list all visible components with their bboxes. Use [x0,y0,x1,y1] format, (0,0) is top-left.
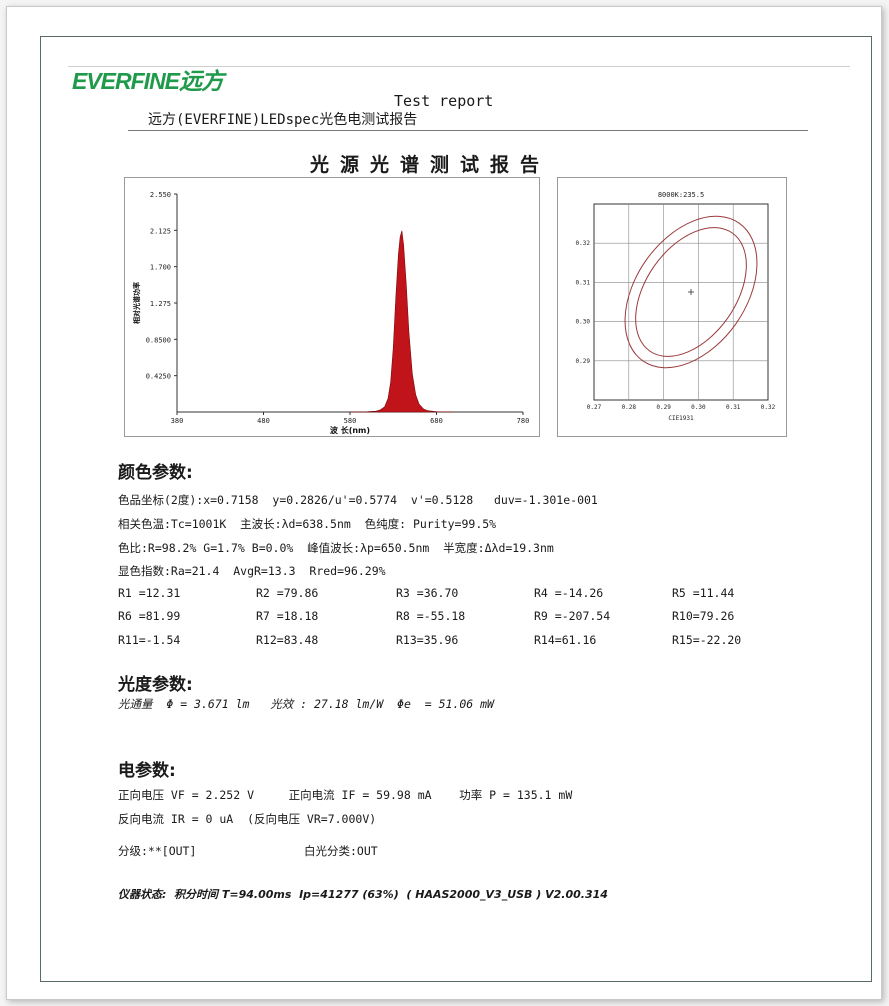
chromaticity-chart: 8000K:235.5 0.27 0.28 0.29 0.30 0.31 0.32 0.29 0… [576,191,776,422]
chromaticity-note: CIE1931 [668,415,694,422]
x-tick-label: 0.31 [726,404,741,411]
x-tick-label: 0.27 [587,404,602,411]
r-value-cell: R7 =18.18 [256,609,319,623]
r-value-cell: R15=-22.20 [672,633,742,647]
page-title: 光源光谱测试报告 [310,154,551,176]
chromaticity-chart-frame: 8000K:235.5 0.27 0.28 0.29 0.30 0.31 0.32 0.29 0… [557,177,787,437]
white-class-line: 白光分类:OUT [304,844,378,858]
r-value-cell: R2 =79.86 [256,586,319,600]
y-tick-label: 0.8500 [146,336,171,344]
chromaticity-coordinates: 色品坐标(2度):x=0.7158 y=0.2826/u'=0.5774 v'=… [118,493,598,507]
spectrum-chart-frame: 0.4250 0.8500 1.275 1.700 2.125 2.550 380 480 58… [124,177,540,437]
spectrum-peak-area [349,230,454,413]
color-ratio-line: 色比:R=98.2% G=1.7% B=0.0% 峰值波长:λp=650.5nm… [118,541,554,555]
everfine-logo: EVERFINE远方 [72,68,224,94]
r-value-cell: R4 =-14.26 [534,586,604,600]
macadam-ellipse-outer [624,215,758,369]
reverse-current-line: 反向电流 IR = 0 uA (反向电压 VR=7.000V) [118,812,377,826]
y-axis-label: 相对光谱功率 [132,282,141,324]
x-axis-label: 波 长(nm) [330,425,370,435]
r-value-cell: R3 =36.70 [396,586,459,600]
color-temperature-line: 相关色温:Tc=1001K 主波长:λd=638.5nm 色纯度: Purity… [118,517,497,531]
r-value-cell: R11=-1.54 [118,633,181,647]
macadam-ellipse-inner [635,227,747,357]
r-value-cell: R1 =12.31 [118,586,181,600]
y-tick-label: 0.32 [576,240,591,247]
y-tick-label: 2.125 [150,227,171,235]
r-value-cell: R12=83.48 [256,633,319,647]
logo-divider [68,66,850,67]
x-tick-label: 480 [257,417,270,425]
y-tick-label: 1.275 [150,300,171,308]
x-tick-label: 580 [344,417,357,425]
photo-params-title: 光度参数: [118,675,193,695]
bin-line: 分级:**[OUT] [118,844,197,858]
y-tick-label: 0.31 [576,279,591,286]
x-tick-label: 780 [517,417,530,425]
r-value-cell: R13=35.96 [396,633,459,647]
chromaticity-title: 8000K:235.5 [658,191,704,199]
instrument-status: 仪器状态: 积分时间 T=94.00ms Ip=41277 (63%) ( HA… [118,888,608,901]
r-value-cell: R8 =-55.18 [396,609,466,623]
elec-params-title: 电参数: [118,761,176,781]
y-tick-label: 0.29 [576,358,591,365]
report-title-en: Test report [394,92,494,110]
y-tick-label: 0.30 [576,319,591,326]
r-value-cell: R9 =-207.54 [534,609,611,623]
header-divider [128,130,808,131]
plot-area [593,203,769,401]
spectrum-chart: 0.4250 0.8500 1.275 1.700 2.125 2.550 380 480 58… [132,191,530,435]
x-tick-label: 0.30 [691,404,706,411]
y-tick-label: 1.700 [150,264,171,272]
report-title-cn: 远方(EVERFINE)LEDspec光色电测试报告 [148,112,418,128]
color-rendering-line: 显色指数:Ra=21.4 AvgR=13.3 Rred=96.29% [118,564,386,578]
r-value-cell: R5 =11.44 [672,586,735,600]
x-tick-label: 680 [430,417,443,425]
x-tick-label: 380 [171,417,184,425]
color-params-title: 颜色参数: [118,463,193,483]
r-value-cell: R6 =81.99 [118,609,181,623]
x-tick-label: 0.28 [622,404,637,411]
forward-voltage-line: 正向电压 VF = 2.252 V 正向电流 IF = 59.98 mA 功率 … [118,788,573,802]
x-tick-label: 0.32 [761,404,776,411]
luminous-flux-line: 光通量 Φ = 3.671 lm 光效 : 27.18 lm/W Φe = 51… [118,697,494,711]
r-value-cell: R14=61.16 [534,633,597,647]
y-tick-label: 0.4250 [146,373,171,381]
r-value-cell: R10=79.26 [672,609,735,623]
y-tick-label: 2.550 [150,191,171,199]
x-tick-label: 0.29 [656,404,671,411]
